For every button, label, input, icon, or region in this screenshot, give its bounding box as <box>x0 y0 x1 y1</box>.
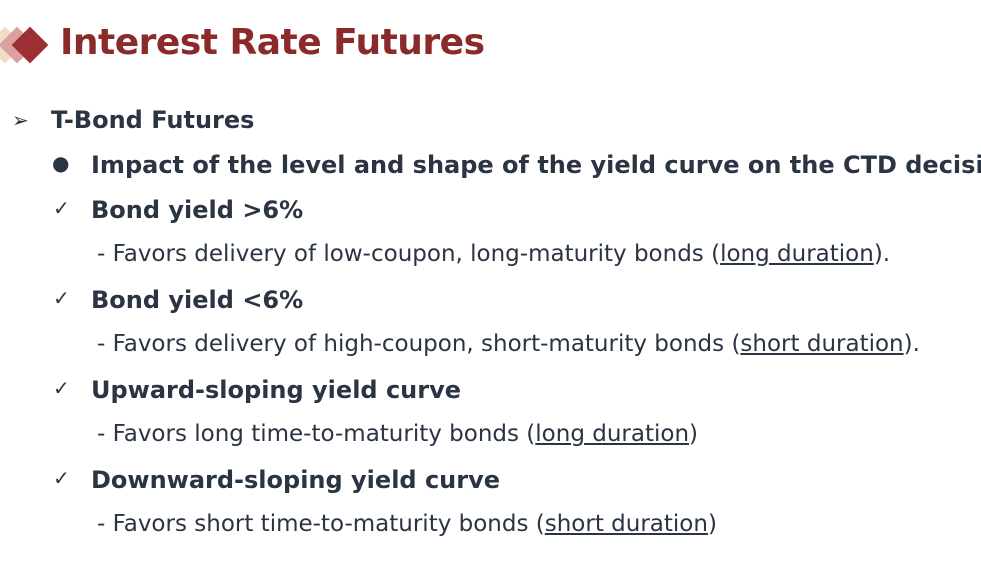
item-detail: - Favors short time-to-maturity bonds (s… <box>97 511 717 537</box>
slide-title: Interest Rate Futures <box>60 22 485 63</box>
item-label: Bond yield >6% <box>91 196 304 224</box>
check-icon: ✓ <box>53 196 70 220</box>
arrow-bullet-icon: ➢ <box>12 108 29 132</box>
heading: T-Bond Futures <box>51 106 255 134</box>
main-point: Impact of the level and shape of the yie… <box>91 151 981 179</box>
duration-link[interactable]: long duration <box>720 241 874 267</box>
item-detail: - Favors long time-to-maturity bonds (lo… <box>97 421 698 447</box>
check-icon: ✓ <box>53 466 70 490</box>
item-label: Upward-sloping yield curve <box>91 376 462 404</box>
item-label: Bond yield <6% <box>91 286 304 314</box>
duration-link[interactable]: short duration <box>740 331 904 357</box>
item-detail: - Favors delivery of low-coupon, long-ma… <box>97 241 890 267</box>
item-label: Downward-sloping yield curve <box>91 466 501 494</box>
dot-bullet-icon: ● <box>52 151 70 175</box>
detail-text: - Favors short time-to-maturity bonds ( <box>97 511 545 537</box>
check-icon: ✓ <box>53 376 70 400</box>
detail-text: - Favors delivery of high-coupon, short-… <box>97 331 741 357</box>
check-icon: ✓ <box>53 286 70 310</box>
item-detail: - Favors delivery of high-coupon, short-… <box>97 331 920 357</box>
detail-end: ). <box>903 331 920 357</box>
detail-end: ). <box>873 241 891 267</box>
detail-end: ) <box>707 511 717 537</box>
detail-text: - Favors long time-to-maturity bonds ( <box>97 421 536 447</box>
detail-text: - Favors delivery of low-coupon, long-ma… <box>97 241 721 267</box>
duration-link[interactable]: short duration <box>544 511 708 537</box>
detail-end: ) <box>689 421 698 447</box>
duration-link[interactable]: long duration <box>535 421 690 447</box>
logo-diamonds <box>0 20 50 70</box>
